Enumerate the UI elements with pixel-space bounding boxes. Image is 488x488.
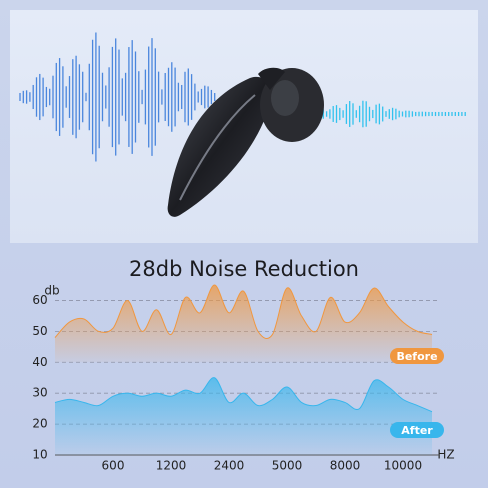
y-tick-label: 10 [32,448,47,462]
legend-label: Before [396,350,437,363]
y-tick-label: 20 [32,417,47,431]
y-tick-label: 60 [32,293,47,307]
area-fill [55,285,432,363]
y-tick-label: 50 [32,324,47,338]
series-line [54,284,433,340]
legend-label: After [401,424,433,437]
x-tick-label: 2400 [214,459,245,473]
earbud [167,67,324,217]
area-fill [55,377,432,455]
x-tick-label: 600 [102,459,125,473]
legend-swatch [390,422,444,438]
legend-swatch [390,348,444,364]
x-axis-label: HZ [437,448,454,462]
x-tick-label: 8000 [330,459,361,473]
x-tick-label: 5000 [272,459,303,473]
y-axis-label: db [44,284,59,298]
series-line [54,377,433,413]
chart-title: 28db Noise Reduction [129,257,359,281]
x-tick-label: 1200 [156,459,187,473]
x-tick-label: 10000 [384,459,422,473]
sound-wave [19,32,466,162]
y-tick-label: 40 [32,355,47,369]
y-tick-label: 30 [32,386,47,400]
